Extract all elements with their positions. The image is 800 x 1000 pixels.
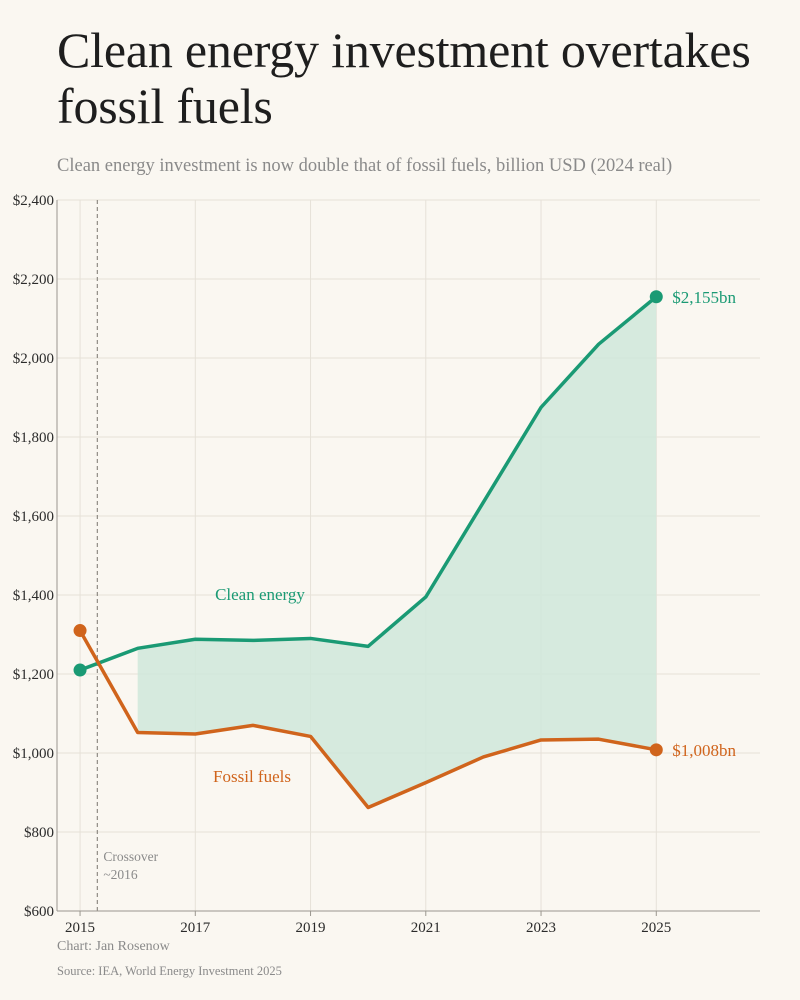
series-line-clean xyxy=(78,295,659,672)
end-value-label: $1,008bn xyxy=(672,741,736,760)
y-tick-label: $600 xyxy=(24,904,54,920)
start-point xyxy=(73,624,87,638)
crossover-label: Crossover xyxy=(103,849,158,864)
x-tick-label: 2017 xyxy=(180,920,211,936)
end-point xyxy=(649,290,663,304)
y-tick-label: $1,200 xyxy=(13,667,54,683)
axes: $600 $800 $1,000 $1,200 $1,400 $1,600 $1,800 $2… xyxy=(13,193,760,936)
crossover-label: ~2016 xyxy=(103,867,138,882)
chart-credit: Chart: Jan Rosenow xyxy=(57,939,170,954)
x-tick-label: 2019 xyxy=(296,920,326,936)
end-point xyxy=(649,743,663,757)
y-tick-label: $1,000 xyxy=(13,746,54,762)
y-tick-label: $800 xyxy=(24,825,54,841)
y-tick-label: $1,800 xyxy=(13,430,54,446)
y-tick-label: $1,400 xyxy=(13,588,54,604)
y-tick-label: $2,000 xyxy=(13,351,54,367)
series-lines xyxy=(73,290,663,810)
gap-area xyxy=(137,296,657,808)
x-tick-label: 2021 xyxy=(411,920,441,936)
series-name-label: Fossil fuels xyxy=(213,767,291,786)
chart-subtitle: Clean energy investment is now double th… xyxy=(57,156,673,176)
gap-fill-area xyxy=(137,296,657,808)
y-tick-label: $2,200 xyxy=(13,272,54,288)
x-tick-label: 2015 xyxy=(65,920,95,936)
end-value-label: $2,155bn xyxy=(672,288,736,307)
x-tick-label: 2023 xyxy=(526,920,556,936)
source-note: Source: IEA, World Energy Investment 202… xyxy=(57,964,282,978)
x-tick-label: 2025 xyxy=(641,920,671,936)
chart-title: Clean energy investment overtakes fossil… xyxy=(57,22,751,134)
y-tick-label: $1,600 xyxy=(13,509,54,525)
labels: $2,155bn Clean energy $1,008bn Fossil fuels xyxy=(213,288,736,786)
series-line-fossil xyxy=(78,628,659,810)
series-name-label: Clean energy xyxy=(215,585,305,604)
annotations: Crossover ~2016 xyxy=(96,200,159,911)
y-tick-label: $2,400 xyxy=(13,193,54,209)
start-point xyxy=(73,663,87,677)
